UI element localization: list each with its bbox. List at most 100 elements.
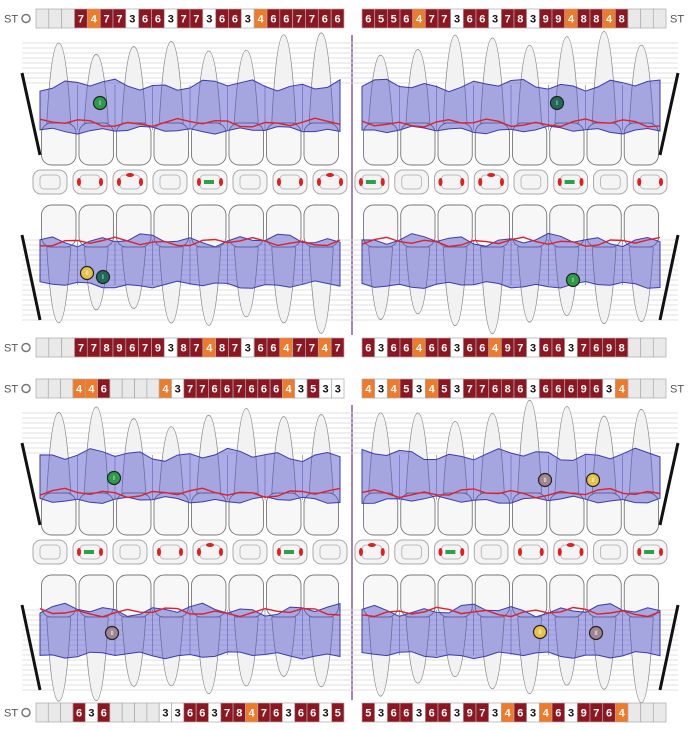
pocket-depth: 5 — [310, 383, 316, 395]
row-label: ST — [4, 342, 18, 354]
occlusal-box — [33, 170, 67, 194]
occlusal-box — [474, 540, 508, 564]
pocket-depth: 7 — [296, 342, 302, 354]
pocket-depth: 9 — [467, 707, 473, 719]
occlusal-box — [113, 540, 147, 564]
pocket-depth: 7 — [193, 13, 199, 25]
pocket-depth: 3 — [175, 383, 181, 395]
pocket-depth: 6 — [232, 13, 238, 25]
settings-icon — [22, 709, 30, 717]
pocket-cell — [628, 9, 641, 28]
pocket-depth: 6 — [76, 707, 82, 719]
pocket-depth: 8 — [517, 13, 523, 25]
bleed-mark — [540, 548, 544, 556]
pocket-depth: 7 — [593, 707, 599, 719]
plaque-mark — [565, 180, 575, 184]
pocket-cell — [147, 379, 159, 398]
pocket-depth: 6 — [199, 707, 205, 719]
pocket-depth: 3 — [245, 13, 251, 25]
pocket-depth: 3 — [606, 383, 612, 395]
pocket-depth: 7 — [199, 383, 205, 395]
bleed-mark — [359, 548, 363, 556]
pocket-depth: 6 — [492, 383, 498, 395]
pocket-depth: 7 — [116, 13, 122, 25]
bleed-mark — [659, 548, 663, 556]
bleed-mark — [277, 178, 281, 186]
bleed-mark — [299, 548, 303, 556]
pocket-cell — [653, 703, 666, 722]
pocket-depth: 3 — [530, 13, 536, 25]
pocket-depth: 6 — [467, 342, 473, 354]
pocket-cell — [61, 379, 73, 398]
pocket-depth: 7 — [91, 342, 97, 354]
pocket-depth: 6 — [403, 13, 409, 25]
pocket-depth: 6 — [310, 707, 316, 719]
bleed-mark — [478, 178, 482, 186]
pocket-depth: 6 — [479, 13, 485, 25]
pocket-depth: 4 — [416, 13, 423, 25]
perio-chart: STST747736637736634667766655647736637839… — [0, 0, 688, 725]
furcation-grade: II — [110, 631, 114, 637]
pocket-depth: 6 — [593, 342, 599, 354]
plaque-mark — [204, 180, 214, 184]
pocket-depth: 4 — [505, 707, 512, 719]
pocket-depth: 5 — [365, 707, 371, 719]
pocket-depth: 8 — [619, 342, 625, 354]
pocket-depth: 9 — [606, 342, 612, 354]
pocket-depth: 3 — [454, 342, 460, 354]
pocket-depth: 7 — [78, 13, 84, 25]
pocket-cell — [110, 703, 122, 722]
plaque-mark — [366, 180, 376, 184]
pocket-depth: 6 — [258, 342, 264, 354]
edge-line — [22, 605, 40, 690]
pocket-depth: 7 — [517, 342, 523, 354]
pocket-depth: 4 — [283, 342, 290, 354]
pocket-depth: 6 — [555, 342, 561, 354]
pocket-cell — [62, 9, 75, 28]
pocket-depth: 3 — [168, 13, 174, 25]
pocket-depth: 3 — [168, 342, 174, 354]
pocket-depth: 4 — [365, 383, 372, 395]
pocket-depth: 5 — [335, 707, 341, 719]
edge-line — [22, 443, 40, 525]
bleed-mark — [659, 178, 663, 186]
occlusal-box — [594, 170, 628, 194]
pocket-depth: 6 — [273, 707, 279, 719]
pocket-depth: 6 — [155, 13, 161, 25]
bleed-mark — [439, 548, 443, 556]
bleed-mark — [368, 543, 376, 547]
pocket-depth: 4 — [492, 342, 499, 354]
pocket-depth: 6 — [365, 13, 371, 25]
pocket-depth: 6 — [101, 383, 107, 395]
pocket-depth: 8 — [593, 13, 599, 25]
pocket-depth: 6 — [593, 383, 599, 395]
pocket-depth: 7 — [309, 13, 315, 25]
occlusal-box — [233, 540, 267, 564]
settings-icon — [22, 344, 30, 352]
pocket-depth: 7 — [224, 707, 230, 719]
pocket-depth: 3 — [454, 13, 460, 25]
pocket-depth: 9 — [581, 383, 587, 395]
pocket-depth: 6 — [224, 383, 230, 395]
pocket-depth: 4 — [416, 342, 423, 354]
pocket-depth: 7 — [581, 342, 587, 354]
bleed-mark — [206, 543, 214, 547]
pocket-cell — [653, 9, 666, 28]
pocket-cell — [62, 338, 75, 357]
pocket-depth: 6 — [322, 13, 328, 25]
pocket-cell — [49, 338, 62, 357]
pocket-depth: 5 — [441, 383, 447, 395]
pocket-cell — [36, 703, 48, 722]
pocket-cell — [628, 703, 641, 722]
plaque-mark — [644, 550, 654, 554]
bleed-mark — [381, 548, 385, 556]
furcation-grade: II — [538, 630, 542, 636]
pocket-depth: 3 — [454, 707, 460, 719]
bleed-mark — [359, 178, 363, 186]
pocket-cell — [628, 379, 641, 398]
pocket-depth: 9 — [505, 342, 511, 354]
pocket-cell — [641, 9, 654, 28]
pocket-depth: 3 — [322, 383, 328, 395]
bleed-mark — [219, 548, 223, 556]
pocket-depth: 6 — [129, 342, 135, 354]
